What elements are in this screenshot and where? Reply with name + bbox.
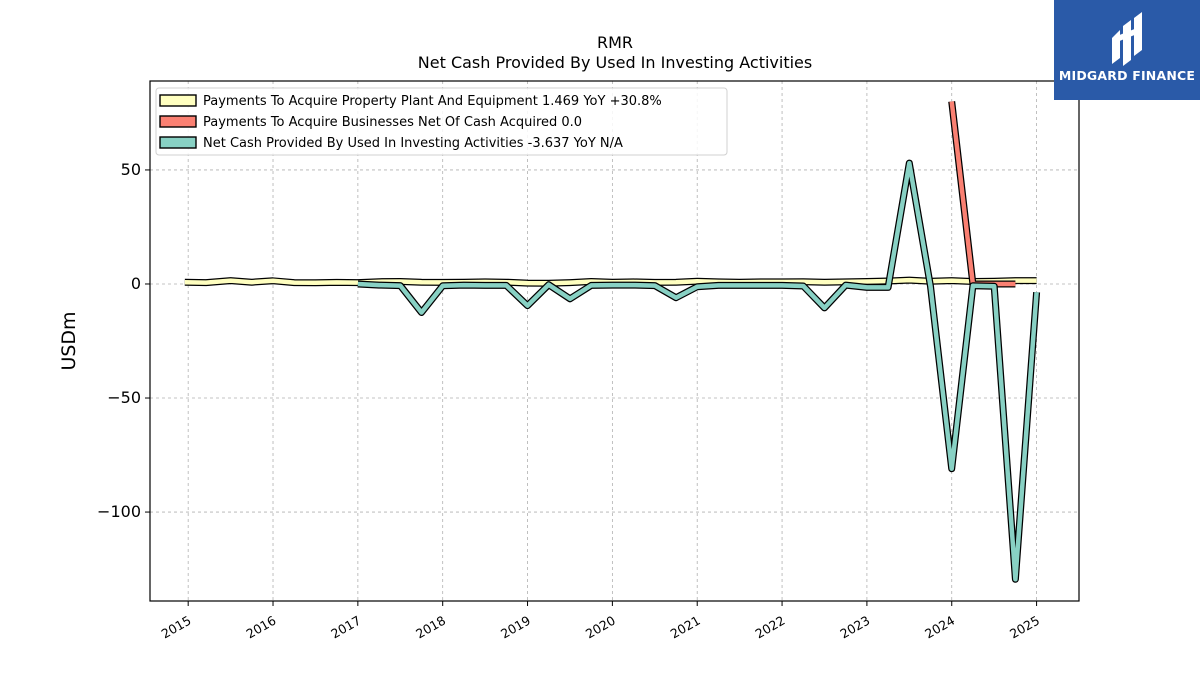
series-line-1	[949, 101, 1016, 287]
x-tick-label: 2020	[583, 613, 618, 642]
x-tick-label: 2015	[159, 613, 194, 642]
x-tick-label: 2022	[753, 613, 788, 642]
legend-label-2: Net Cash Provided By Used In Investing A…	[203, 136, 623, 151]
y-tick-label: −100	[97, 502, 141, 521]
brand-emblem-icon	[1112, 12, 1142, 66]
y-axis: 50 0 −50 −100	[97, 160, 150, 521]
series-line-2	[357, 160, 1039, 582]
x-tick-label: 2018	[413, 613, 448, 642]
legend-swatch-1	[159, 115, 197, 128]
x-tick-label: 2016	[243, 613, 278, 642]
chart-title: RMR	[597, 33, 633, 52]
x-tick-label: 2024	[922, 613, 957, 642]
y-tick-label: 0	[131, 274, 141, 293]
x-axis: 2015 2016 2017 2018 2019 2020 2021 2022 2023 2024…	[159, 601, 1042, 642]
legend-swatch-0	[159, 94, 197, 107]
legend-box	[155, 87, 728, 156]
x-tick-label: 2017	[328, 613, 363, 642]
y-tick-label: 50	[121, 160, 141, 179]
plot-series	[184, 101, 1041, 583]
legend-swatch-2	[159, 136, 197, 149]
y-tick-label: −50	[107, 388, 141, 407]
chart-subtitle: Net Cash Provided By Used In Investing A…	[418, 53, 812, 72]
brand-name: MIDGARD FINANCE	[1058, 68, 1196, 83]
legend-label-1: Payments To Acquire Businesses Net Of Ca…	[203, 115, 582, 130]
plot-frame	[149, 80, 1080, 602]
legend: Payments To Acquire Property Plant And E…	[155, 87, 728, 156]
y-axis-label: USDm	[58, 311, 80, 370]
brand-logo: MIDGARD FINANCE	[1054, 0, 1200, 100]
x-tick-label: 2021	[668, 613, 703, 642]
legend-label-0: Payments To Acquire Property Plant And E…	[203, 94, 662, 109]
x-tick-label: 2019	[498, 613, 533, 642]
x-tick-label: 2023	[837, 613, 872, 642]
x-tick-label: 2025	[1007, 613, 1042, 642]
